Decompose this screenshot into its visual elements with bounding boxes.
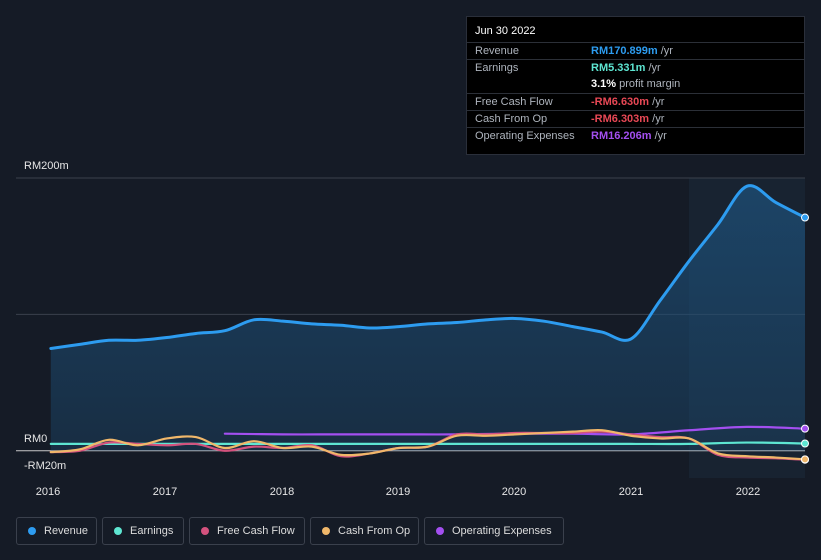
tooltip-row-free-cash-flow: Free Cash Flow -RM6.630m /yr: [467, 93, 804, 111]
tooltip-label: Operating Expenses: [475, 130, 575, 142]
legend-item-earnings[interactable]: Earnings: [102, 517, 184, 545]
tooltip-row-margin: 3.1% profit margin: [467, 76, 804, 93]
tooltip-label: Cash From Op: [475, 113, 548, 125]
cash-from-op-dot-icon: [322, 527, 330, 535]
tooltip-value: RM5.331m: [591, 62, 646, 74]
revenue-line: [49, 184, 807, 350]
tooltip-row-revenue: Revenue RM170.899m /yr: [467, 42, 804, 60]
tooltip-date: Jun 30 2022: [475, 25, 536, 37]
tooltip-unit: /yr: [649, 113, 665, 125]
tooltip-unit: /yr: [651, 130, 667, 142]
tooltip-unit: /yr: [649, 96, 665, 108]
x-tick-label: 2017: [152, 486, 178, 498]
legend-label: Earnings: [130, 525, 174, 537]
tooltip-value: RM170.899m: [591, 45, 658, 57]
y-tick-label-top: RM200m: [24, 160, 69, 172]
legend-item-cash-from-op[interactable]: Cash From Op: [310, 517, 419, 545]
data-tooltip: Jun 30 2022 Revenue RM170.899m /yr Earni…: [466, 16, 805, 155]
tooltip-row-earnings: Earnings RM5.331m /yr: [467, 59, 804, 77]
tooltip-unit: /yr: [645, 62, 661, 74]
tooltip-label: Free Cash Flow: [475, 96, 553, 108]
cash-from-op-line: [49, 429, 807, 461]
x-tick-label: 2016: [35, 486, 61, 498]
y-tick-label-zero: RM0: [24, 433, 48, 445]
tooltip-value: RM16.206m: [591, 130, 652, 142]
x-tick-label: 2020: [501, 486, 527, 498]
tooltip-label: Revenue: [475, 45, 520, 57]
tooltip-unit: profit margin: [616, 78, 681, 90]
operating-expenses-dot-icon: [436, 527, 444, 535]
legend-item-free-cash-flow[interactable]: Free Cash Flow: [189, 517, 305, 545]
tooltip-label: Earnings: [475, 62, 519, 74]
legend-label: Free Cash Flow: [217, 525, 295, 537]
legend-label: Cash From Op: [338, 525, 411, 537]
legend-item-operating-expenses[interactable]: Operating Expenses: [424, 517, 564, 545]
earnings-dot-icon: [114, 527, 122, 535]
tooltip-value: -RM6.303m: [591, 113, 650, 125]
x-tick-label: 2022: [735, 486, 761, 498]
tooltip-unit: /yr: [657, 45, 673, 57]
legend-item-revenue[interactable]: Revenue: [16, 517, 97, 545]
earnings-end-marker: [801, 439, 809, 448]
tooltip-row-operating-expenses: Operating Expenses RM16.206m /yr: [467, 127, 804, 145]
earnings-line: [49, 441, 807, 446]
legend-label: Revenue: [44, 525, 89, 537]
revenue-area: [50, 185, 805, 451]
x-tick-label: 2018: [269, 486, 295, 498]
revenue-dot-icon: [28, 527, 36, 535]
tooltip-value: 3.1%: [591, 78, 617, 90]
revenue-end-marker: [801, 213, 809, 222]
x-tick-label: 2021: [618, 486, 644, 498]
x-tick-label: 2019: [385, 486, 411, 498]
operating-expenses-end-marker: [801, 424, 809, 433]
free-cash-flow-dot-icon: [201, 527, 209, 535]
y-tick-label-bottom: -RM20m: [24, 460, 67, 472]
tooltip-value: -RM6.630m: [591, 96, 650, 108]
legend-label: Operating Expenses: [452, 525, 552, 537]
tooltip-row-cash-from-op: Cash From Op -RM6.303m /yr: [467, 110, 804, 128]
cash-from-op-end-marker: [801, 455, 809, 464]
